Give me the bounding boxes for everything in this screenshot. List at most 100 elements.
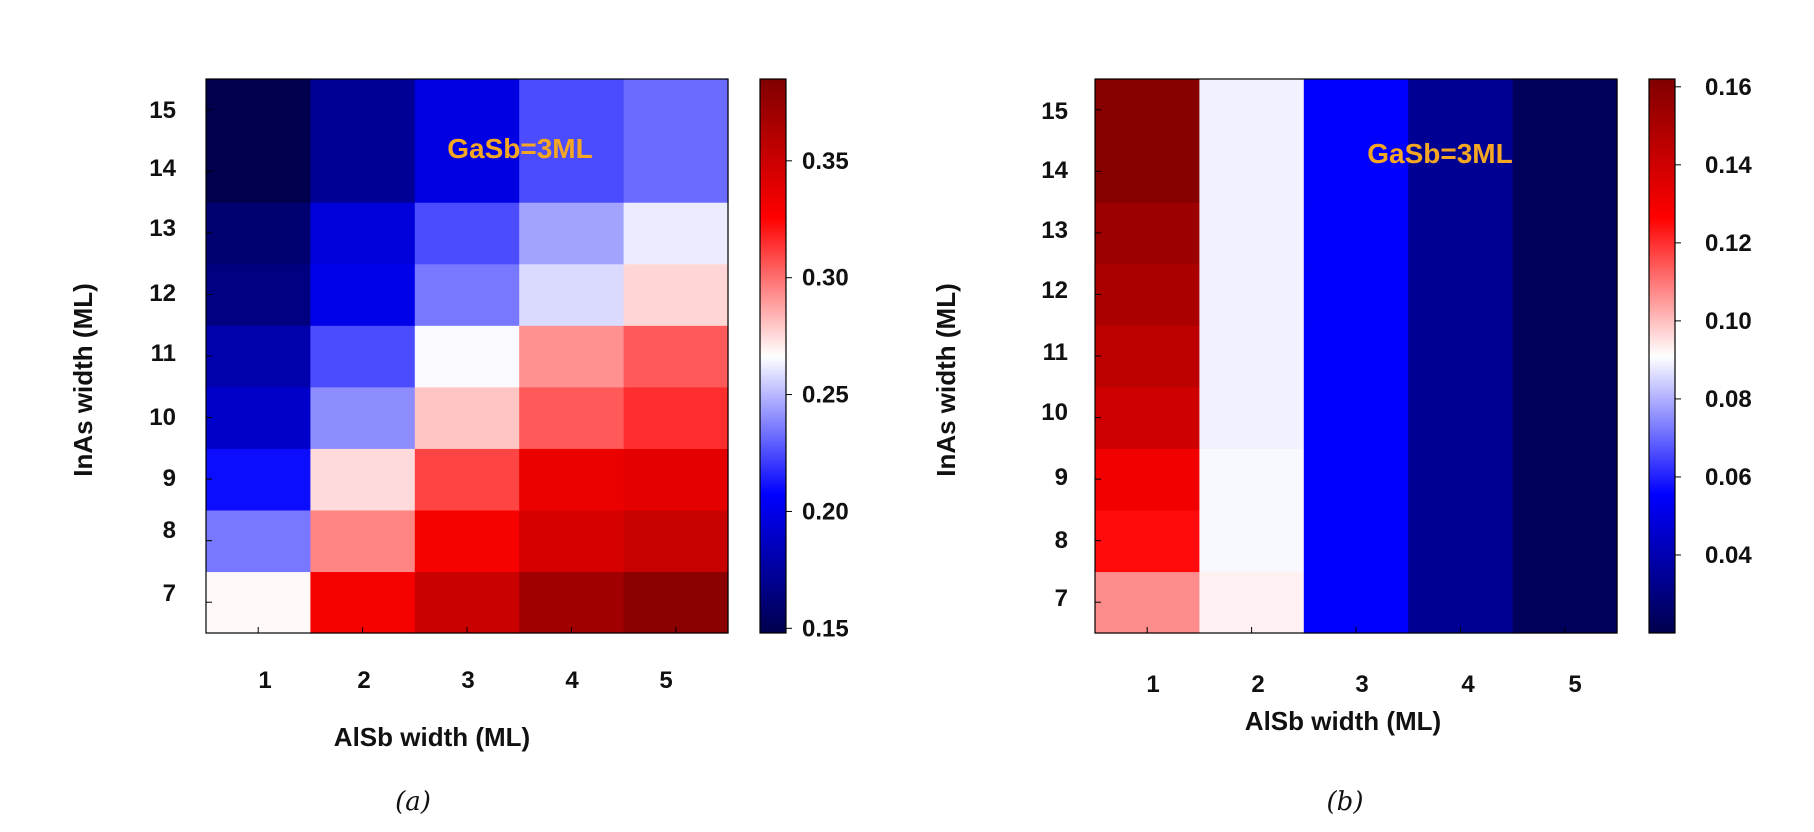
heatmap-cell: [1303, 509, 1409, 573]
heatmap-cell: [1199, 571, 1305, 634]
x-tick-label: 2: [1251, 671, 1264, 698]
y-tick-label: 10: [149, 404, 176, 431]
heatmap-cell: [1303, 263, 1409, 326]
y-tick-label: 8: [1055, 527, 1068, 554]
heatmap-cell: [623, 79, 729, 203]
colorbar-tick-label: 0.15: [802, 615, 849, 642]
heatmap-cell: [206, 386, 311, 449]
heatmap-cell: [1199, 509, 1305, 573]
heatmap-cell: [1303, 79, 1409, 203]
heatmap-cell: [1095, 386, 1200, 449]
y-tick-label: 9: [1055, 464, 1068, 491]
y-tick-label: 15: [149, 97, 176, 124]
heatmap-cell: [414, 386, 520, 449]
y-tick-label: 7: [163, 580, 176, 607]
x-tick-label: 1: [258, 667, 271, 694]
heatmap-cell: [1512, 448, 1618, 511]
heatmap-cell: [1095, 325, 1200, 388]
colorbar-tick-label: 0.16: [1705, 74, 1752, 101]
heatmap-cell: [310, 571, 416, 634]
heatmap-cell: [519, 509, 625, 573]
heatmap-cell: [310, 386, 416, 449]
heatmap-cell: [1408, 325, 1514, 388]
y-tick-label: 15: [1041, 98, 1068, 125]
heatmap-cell: [206, 263, 311, 326]
heatmap-cell: [623, 263, 729, 326]
y-tick-label: 7: [1055, 585, 1068, 612]
heatmap-cell: [414, 202, 520, 265]
heatmap-cell: [1408, 448, 1514, 511]
y-tick-label: 11: [1043, 339, 1068, 366]
heatmap-cell: [519, 79, 625, 203]
heatmap-cell: [310, 509, 416, 573]
heatmap-cell: [414, 79, 520, 203]
heatmap-cell: [1512, 325, 1618, 388]
annotation-label: GaSb=3ML: [447, 133, 592, 164]
heatmap-cell: [1303, 325, 1409, 388]
heatmap-cell: [1199, 325, 1305, 388]
heatmap-cell: [1199, 202, 1305, 265]
heatmap-cell: [1095, 448, 1200, 511]
x-tick-label: 5: [659, 667, 672, 694]
panel-caption: (a): [395, 787, 431, 817]
colorbar-tick-label: 0.20: [802, 498, 849, 525]
heatmap-cell: [1303, 386, 1409, 449]
heatmap-cell: [1512, 386, 1618, 449]
x-tick-label: 5: [1568, 671, 1581, 698]
heatmap-cell: [1095, 571, 1200, 634]
heatmap-cell: [206, 509, 311, 573]
heatmap-cell: [1512, 263, 1618, 326]
y-tick-label: 14: [149, 155, 176, 182]
heatmap-cell: [206, 571, 311, 634]
heatmap-cell: [1095, 202, 1200, 265]
colorbar-tick-label: 0.30: [802, 265, 849, 292]
colorbar: [1648, 78, 1676, 634]
heatmap-cell: [1303, 448, 1409, 511]
panel-caption: (b): [1327, 787, 1364, 817]
x-tick-label: 1: [1146, 671, 1159, 698]
heatmap-cell: [414, 509, 520, 573]
heatmap-cell: [206, 325, 311, 388]
heatmap-cell: [519, 386, 625, 449]
y-tick-label: 13: [149, 215, 176, 242]
y-tick-label: 12: [1041, 277, 1068, 304]
heatmap-cell: [1303, 202, 1409, 265]
heatmap-cell: [1512, 571, 1618, 634]
heatmap-cell: [1095, 263, 1200, 326]
heatmap-cell: [414, 325, 520, 388]
heatmap-cell: [1199, 448, 1305, 511]
y-axis-label: InAs width (ML): [68, 283, 98, 477]
heatmap-cell: [623, 202, 729, 265]
annotation-label: GaSb=3ML: [1367, 138, 1512, 169]
heatmap-cell: [310, 448, 416, 511]
colorbar-tick-label: 0.10: [1705, 308, 1752, 335]
heatmap-cell: [623, 509, 729, 573]
heatmap-cell: [1303, 571, 1409, 634]
heatmap-cell: [310, 325, 416, 388]
heatmap-cell: [519, 325, 625, 388]
colorbar-tick-label: 0.14: [1705, 152, 1752, 179]
heatmap-cell: [414, 448, 520, 511]
colorbar-tick-label: 0.04: [1705, 542, 1752, 569]
x-tick-label: 4: [565, 667, 579, 694]
y-tick-label: 12: [149, 280, 176, 307]
heatmap-cell: [1408, 571, 1514, 634]
colorbar-tick-label: 0.08: [1705, 386, 1752, 413]
heatmap-cell: [623, 448, 729, 511]
colorbar-tick-label: 0.25: [802, 382, 849, 409]
y-axis-label: InAs width (ML): [931, 283, 961, 477]
y-tick-label: 8: [163, 517, 176, 544]
heatmap-cell: [206, 79, 311, 203]
heatmap-cell: [623, 325, 729, 388]
colorbar: [759, 78, 787, 634]
heatmap-cell: [310, 79, 416, 203]
y-tick-label: 9: [163, 465, 176, 492]
x-axis-label: AlSb width (ML): [334, 722, 530, 752]
y-tick-label: 11: [151, 340, 176, 367]
heatmap-cell: [1199, 263, 1305, 326]
heatmap-cell: [1199, 386, 1305, 449]
y-tick-label: 13: [1041, 217, 1068, 244]
heatmap-cell: [1095, 79, 1200, 203]
colorbar-tick-label: 0.06: [1705, 464, 1752, 491]
